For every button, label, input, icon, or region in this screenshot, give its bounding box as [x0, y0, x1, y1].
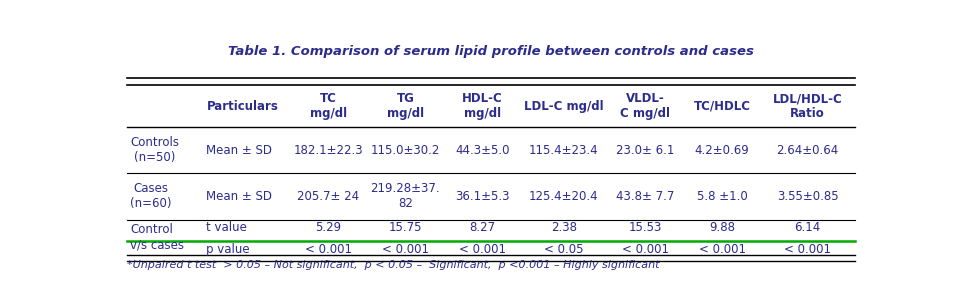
Text: 43.8± 7.7: 43.8± 7.7 [616, 190, 674, 203]
Text: 115.0±30.2: 115.0±30.2 [371, 144, 440, 157]
Text: 115.4±23.4: 115.4±23.4 [529, 144, 599, 157]
Text: LDL-C mg/dl: LDL-C mg/dl [524, 99, 604, 112]
Text: < 0.001: < 0.001 [785, 243, 832, 256]
Text: Particulars: Particulars [206, 99, 279, 112]
Text: TC/HDLC: TC/HDLC [694, 99, 751, 112]
Text: 3.55±0.85: 3.55±0.85 [777, 190, 838, 203]
Text: 23.0± 6.1: 23.0± 6.1 [616, 144, 674, 157]
Text: 5.8 ±1.0: 5.8 ±1.0 [696, 190, 747, 203]
Text: 8.27: 8.27 [469, 221, 495, 234]
Text: 9.88: 9.88 [709, 221, 735, 234]
Text: 15.53: 15.53 [628, 221, 662, 234]
Text: Table 1. Comparison of serum lipid profile between controls and cases: Table 1. Comparison of serum lipid profi… [228, 45, 754, 58]
Text: < 0.001: < 0.001 [305, 243, 352, 256]
Text: < 0.05: < 0.05 [544, 243, 583, 256]
Text: HDL-C
mg/dl: HDL-C mg/dl [462, 92, 503, 120]
Text: LDL/HDL-C
Ratio: LDL/HDL-C Ratio [773, 92, 843, 120]
Text: TC
mg/dl: TC mg/dl [309, 92, 347, 120]
Text: Controls
(n=50): Controls (n=50) [130, 136, 179, 164]
Text: VLDL-
C mg/dl: VLDL- C mg/dl [620, 92, 670, 120]
Text: 15.75: 15.75 [389, 221, 422, 234]
Text: *Unpaired t test  > 0.05 – Not significant,  p < 0.05 –  Significant,  p <0.001 : *Unpaired t test > 0.05 – Not significan… [127, 260, 660, 270]
Text: 2.64±0.64: 2.64±0.64 [777, 144, 839, 157]
Text: Control
v/s cases: Control v/s cases [130, 223, 184, 251]
Text: TG
mg/dl: TG mg/dl [387, 92, 424, 120]
Text: 6.14: 6.14 [794, 221, 821, 234]
Text: Mean ± SD: Mean ± SD [206, 144, 272, 157]
Text: 182.1±22.3: 182.1±22.3 [293, 144, 363, 157]
Text: 44.3±5.0: 44.3±5.0 [455, 144, 510, 157]
Text: Cases
(n=60): Cases (n=60) [130, 182, 171, 210]
Text: 2.38: 2.38 [551, 221, 577, 234]
Text: < 0.001: < 0.001 [698, 243, 745, 256]
Text: 125.4±20.4: 125.4±20.4 [529, 190, 599, 203]
Text: 4.2±0.69: 4.2±0.69 [695, 144, 749, 157]
Text: 219.28±37.
82: 219.28±37. 82 [371, 182, 440, 210]
Text: 36.1±5.3: 36.1±5.3 [455, 190, 510, 203]
Text: 5.29: 5.29 [315, 221, 341, 234]
Text: Mean ± SD: Mean ± SD [206, 190, 272, 203]
Text: 205.7± 24: 205.7± 24 [297, 190, 359, 203]
Text: p value: p value [206, 243, 250, 256]
Text: < 0.001: < 0.001 [382, 243, 429, 256]
Text: t value: t value [206, 221, 247, 234]
Text: < 0.001: < 0.001 [459, 243, 506, 256]
Text: < 0.001: < 0.001 [622, 243, 669, 256]
